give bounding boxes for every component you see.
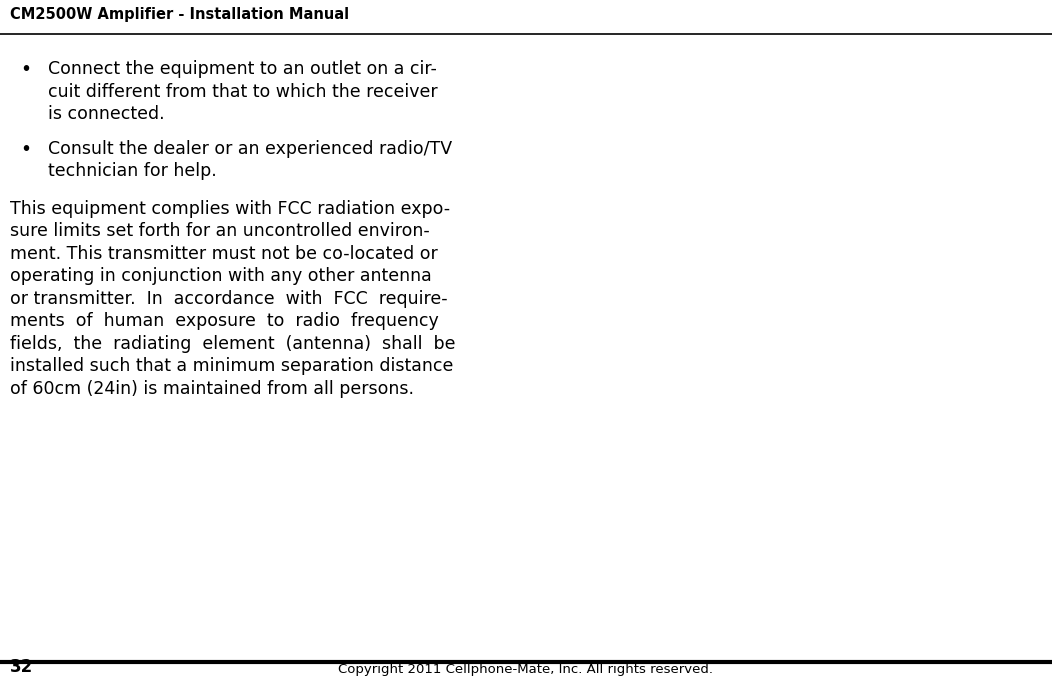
Text: •: • [20, 60, 32, 79]
Text: cuit different from that to which the receiver: cuit different from that to which the re… [48, 83, 438, 101]
Text: Connect the equipment to an outlet on a cir-: Connect the equipment to an outlet on a … [48, 60, 437, 78]
Text: ments  of  human  exposure  to  radio  frequency: ments of human exposure to radio frequen… [11, 312, 439, 330]
Text: sure limits set forth for an uncontrolled environ-: sure limits set forth for an uncontrolle… [11, 222, 430, 240]
Text: ment. This transmitter must not be co-located or: ment. This transmitter must not be co-lo… [11, 244, 438, 262]
Text: Copyright 2011 Cellphone-Mate, Inc. All rights reserved.: Copyright 2011 Cellphone-Mate, Inc. All … [339, 663, 713, 676]
Text: Consult the dealer or an experienced radio/TV: Consult the dealer or an experienced rad… [48, 140, 452, 158]
Text: CM2500W Amplifier - Installation Manual: CM2500W Amplifier - Installation Manual [11, 7, 349, 22]
Text: of 60cm (24in) is maintained from all persons.: of 60cm (24in) is maintained from all pe… [11, 380, 414, 398]
Text: 32: 32 [11, 658, 34, 676]
Text: •: • [20, 140, 32, 159]
Text: operating in conjunction with any other antenna: operating in conjunction with any other … [11, 267, 431, 285]
Text: fields,  the  radiating  element  (antenna)  shall  be: fields, the radiating element (antenna) … [11, 335, 456, 353]
Text: or transmitter.  In  accordance  with  FCC  require-: or transmitter. In accordance with FCC r… [11, 289, 447, 307]
Text: This equipment complies with FCC radiation expo-: This equipment complies with FCC radiati… [11, 199, 450, 217]
Text: is connected.: is connected. [48, 105, 164, 123]
Text: technician for help.: technician for help. [48, 162, 217, 180]
Text: installed such that a minimum separation distance: installed such that a minimum separation… [11, 357, 453, 375]
